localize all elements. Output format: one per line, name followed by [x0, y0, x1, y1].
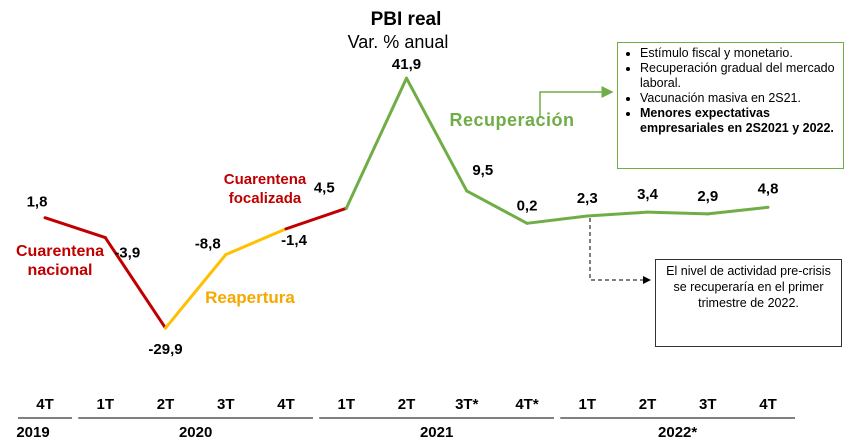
- year-label: 2020: [179, 424, 212, 441]
- year-label: 2022*: [658, 424, 697, 441]
- data-label: -29,9: [148, 341, 182, 358]
- data-label: 3,4: [637, 186, 659, 203]
- x-tick-label: 1T: [337, 396, 355, 413]
- line-segment: [224, 227, 288, 257]
- x-tick-label: 2T: [157, 396, 175, 413]
- data-label: 2,9: [697, 188, 718, 205]
- x-tick-label: 4T: [36, 396, 54, 413]
- data-label: 4,5: [314, 179, 335, 196]
- year-label: 2021: [420, 424, 453, 441]
- note-arrow: [589, 218, 651, 284]
- annotation: Cuarentena nacional: [15, 243, 105, 279]
- line-segment: [585, 210, 649, 218]
- x-tick-label: 2T: [398, 396, 416, 413]
- data-label: -8,8: [195, 236, 221, 253]
- x-tick-label: 3T: [699, 396, 717, 413]
- x-tick-label: 3T*: [455, 396, 479, 413]
- annotation: Recuperación: [449, 110, 575, 130]
- data-label: 41,9: [392, 56, 421, 73]
- line-segment: [284, 206, 348, 231]
- chart-subtitle: Var. % anual: [348, 32, 449, 52]
- line-segment: [525, 214, 589, 225]
- x-tick-label: 2T: [639, 396, 657, 413]
- bullet: Menores expectativas empresariales en 2S…: [640, 106, 837, 136]
- data-label: 9,5: [472, 162, 493, 179]
- recovery-arrow: [539, 86, 614, 118]
- x-tick-label: 4T*: [515, 396, 539, 413]
- line-segment: [103, 236, 167, 330]
- x-tick-label: 4T: [277, 396, 295, 413]
- data-label: 4,8: [758, 180, 779, 197]
- data-label: -1,4: [281, 232, 308, 249]
- bullet: Recuperación gradual del mercado laboral…: [640, 61, 837, 91]
- line-segment: [344, 76, 408, 210]
- data-label: 0,2: [517, 197, 538, 214]
- x-tick-label: 3T: [217, 396, 235, 413]
- year-label: 2019: [16, 424, 49, 441]
- line-segment: [706, 205, 770, 216]
- data-label: 1,8: [27, 194, 48, 211]
- x-tick-label: 4T: [759, 396, 777, 413]
- bullet: Estímulo fiscal y monetario.: [640, 46, 837, 61]
- annotation: Reapertura: [205, 288, 295, 307]
- data-label: 2,3: [577, 190, 598, 207]
- x-tick-label: 1T: [96, 396, 114, 413]
- line-segment: [43, 216, 107, 240]
- bullet: Vacunación masiva en 2S21.: [640, 91, 837, 106]
- line-segment: [405, 76, 469, 193]
- chart-title: PBI real: [371, 9, 442, 30]
- data-label: -3,9: [114, 245, 140, 262]
- line-segment: [465, 189, 529, 225]
- recovery-box: Estímulo fiscal y monetario.Recuperación…: [617, 42, 844, 169]
- x-tick-label: 1T: [578, 396, 596, 413]
- note-box: El nivel de actividad pre-crisis se recu…: [655, 259, 842, 347]
- line-segment: [164, 253, 228, 330]
- line-segment: [646, 210, 710, 216]
- annotation: Cuarentena focalizada: [223, 171, 307, 207]
- bullet-list: Estímulo fiscal y monetario.Recuperación…: [624, 46, 837, 136]
